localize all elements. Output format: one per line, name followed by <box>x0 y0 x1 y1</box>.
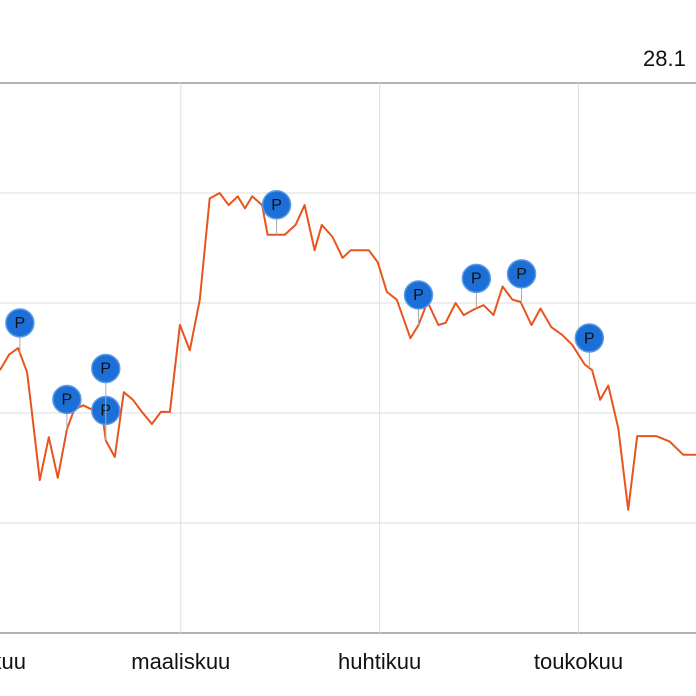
flag-marker <box>461 263 492 294</box>
x-tick-label: maaliskuu <box>131 649 230 674</box>
flag-marker <box>91 353 121 384</box>
event-flag: P <box>52 384 82 430</box>
date-label: 28.1 <box>643 46 686 71</box>
event-flag: P <box>506 259 537 304</box>
flag-label: P <box>471 271 482 288</box>
event-flag: P <box>403 280 434 325</box>
event-flag: P <box>91 353 121 441</box>
flag-marker <box>574 323 605 353</box>
flag-marker <box>5 308 35 338</box>
x-tick-label: helmikuu <box>0 649 26 674</box>
flag-marker <box>261 190 292 220</box>
x-tick-label: huhtikuu <box>338 649 421 674</box>
event-flag: P <box>461 263 492 309</box>
event-flag: P <box>5 308 35 353</box>
flag-label: P <box>62 392 73 409</box>
flag-label: P <box>271 197 282 214</box>
flag-label: P <box>100 361 111 378</box>
flag-label: P <box>413 287 424 304</box>
flag-label: P <box>584 330 595 347</box>
event-flag: P <box>261 190 292 235</box>
flag-marker <box>52 384 82 415</box>
flag-marker <box>403 280 434 310</box>
flag-marker <box>506 259 537 289</box>
x-tick-label: toukokuu <box>534 649 623 674</box>
flag-label: P <box>516 266 527 283</box>
flag-label: P <box>15 315 26 332</box>
event-flag: P <box>574 323 605 369</box>
